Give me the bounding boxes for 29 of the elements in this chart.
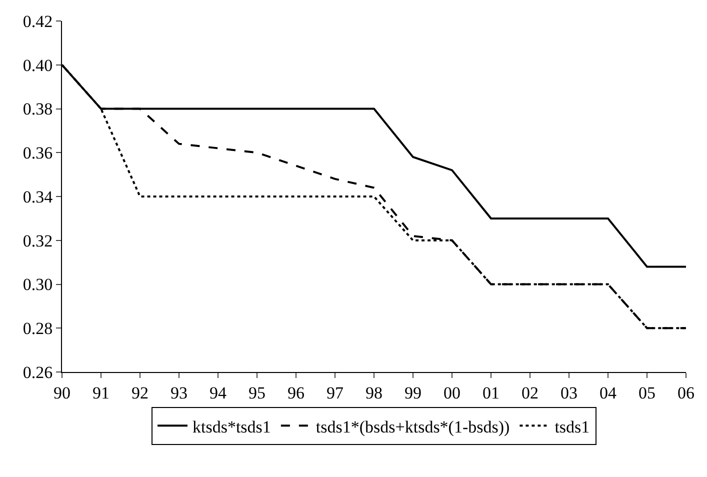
x-tick-label: 92 xyxy=(132,383,148,402)
y-tick-label: 0.38 xyxy=(22,100,53,119)
x-tick-label: 05 xyxy=(638,383,656,402)
x-tick-label: 01 xyxy=(482,383,500,402)
x-tick-label: 95 xyxy=(248,383,266,402)
x-tick-label: 90 xyxy=(54,383,70,402)
x-tick-label: 91 xyxy=(92,383,110,402)
y-tick-label: 0.36 xyxy=(22,144,53,163)
x-tick-label: 94 xyxy=(210,383,227,402)
x-tick-label: 06 xyxy=(678,383,694,402)
y-tick-label: 0.26 xyxy=(22,362,53,382)
y-tick-label: 0.34 xyxy=(22,187,54,206)
y-tick-label: 0.30 xyxy=(22,275,53,294)
y-tick-label: 0.32 xyxy=(22,231,53,250)
y-tick-label: 0.28 xyxy=(22,319,53,338)
x-tick-label: 96 xyxy=(288,383,304,402)
legend-label: tsds1*(bsds+ktsds*(1-bsds)) xyxy=(316,417,510,436)
x-tick-label: 02 xyxy=(522,383,538,402)
y-tick-label: 0.42 xyxy=(22,12,53,31)
x-tick-label: 93 xyxy=(170,383,188,402)
y-tick-label: 0.40 xyxy=(22,56,53,75)
x-tick-label: 04 xyxy=(600,383,617,402)
x-tick-label: 03 xyxy=(560,383,578,402)
x-tick-label: 97 xyxy=(326,383,344,402)
legend-label: tsds1 xyxy=(554,417,590,436)
legend-label: ktsds*tsds1 xyxy=(192,417,271,436)
x-tick-label: 98 xyxy=(366,383,382,402)
x-tick-label: 00 xyxy=(444,383,460,402)
x-tick-label: 99 xyxy=(404,383,422,402)
